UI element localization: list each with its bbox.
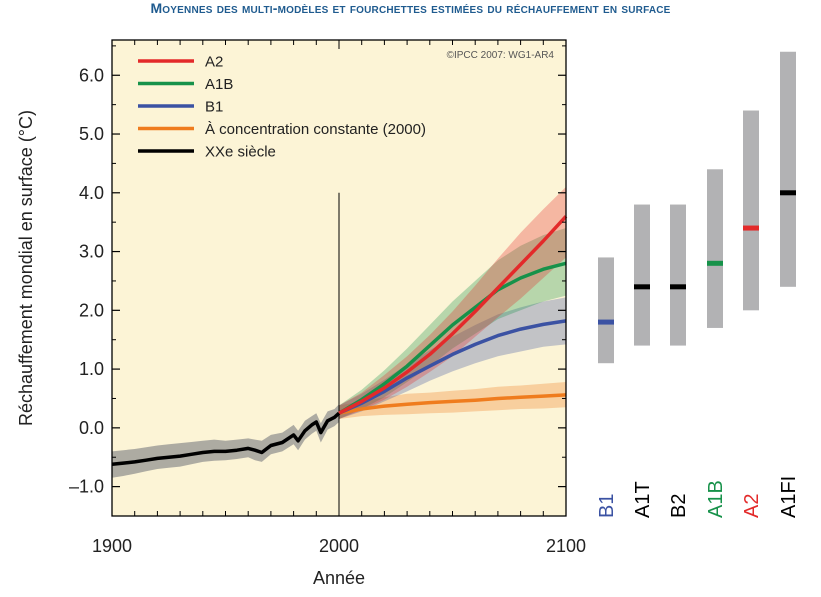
- line-a-concentration-constante-2000: [338, 393, 567, 415]
- scenario-label-a1b: A1B: [705, 480, 727, 518]
- scenario-label-a1t: A1T: [632, 481, 654, 518]
- range-bar-a1t: [634, 204, 650, 346]
- series-lines: [111, 215, 568, 467]
- y-tick-label: 0.0: [79, 418, 104, 438]
- scenario-label-b2: B2: [668, 494, 690, 518]
- x-tick-label: 2000: [319, 536, 359, 556]
- y-tick-label: 1.0: [79, 359, 104, 379]
- range-bar-a1b: [707, 169, 723, 328]
- y-tick-label: 2.0: [79, 300, 104, 320]
- scenario-label-b1: B1: [596, 494, 618, 518]
- line-b1: [338, 319, 567, 415]
- y-axis-label: Réchauffement mondial en surface (°C): [16, 110, 36, 426]
- legend-label-xxe-siecle: XXe siècle: [205, 144, 276, 161]
- legend-label-a-concentration-constante-2000: À concentration constante (2000): [205, 121, 426, 138]
- best-estimate-a1t: [634, 284, 650, 290]
- legend-label-b1: B1: [205, 99, 223, 116]
- x-tick-label: 2100: [546, 536, 586, 556]
- line-xxe-siecle: [111, 411, 341, 467]
- legend-label-a2: A2: [205, 54, 223, 71]
- chart-title: Moyennes des multi-modèles et fourchette…: [150, 0, 671, 16]
- legend: A2 A1B B1 À concentration constante (2000) X…: [138, 54, 426, 161]
- range-bar-b2: [670, 204, 686, 346]
- band-a2: [339, 186, 566, 419]
- range-bar-a2: [743, 110, 759, 311]
- axes: –1.0 0.0 1.0 2.0 3.0 4.0 5.0 6.0 1900 2000 2100: [69, 40, 586, 556]
- legend-label-a1b: A1B: [205, 76, 233, 93]
- best-estimate-a2: [743, 225, 759, 231]
- y-tick-label: 4.0: [79, 183, 104, 203]
- scenario-range-bars: B1 A1T B2 A1B A2 A1FI: [596, 51, 800, 518]
- y-tick-label: –1.0: [69, 477, 104, 497]
- best-estimate-a1b: [707, 260, 723, 266]
- band-xxe-siecle: [112, 404, 339, 478]
- copyright-note: ©IPCC 2007: WG1-AR4: [447, 50, 555, 61]
- x-tick-label: 1900: [92, 536, 132, 556]
- scenario-label-a1fi: A1FI: [778, 476, 800, 518]
- x-axis-label: Année: [313, 568, 365, 588]
- range-bar-b1: [598, 257, 614, 364]
- scenario-label-a2: A2: [741, 494, 763, 518]
- line-a1b: [338, 261, 567, 415]
- best-estimate-b1: [598, 319, 614, 325]
- best-estimate-b2: [670, 284, 686, 290]
- line-a2: [338, 215, 568, 415]
- band-b1: [339, 297, 566, 419]
- best-estimate-a1fi: [780, 190, 796, 196]
- y-tick-label: 3.0: [79, 242, 104, 262]
- range-bar-a1fi: [780, 51, 796, 287]
- y-tick-label: 5.0: [79, 124, 104, 144]
- y-tick-label: 6.0: [79, 65, 104, 85]
